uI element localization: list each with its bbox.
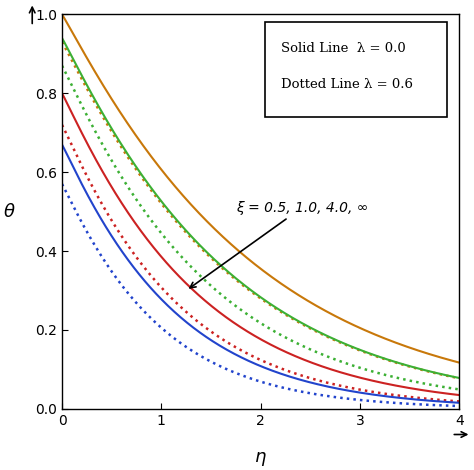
FancyBboxPatch shape [264, 23, 447, 117]
Text: Dotted Line λ = 0.6: Dotted Line λ = 0.6 [281, 78, 412, 91]
Text: θ: θ [3, 203, 14, 220]
Text: η: η [255, 448, 266, 466]
Text: Solid Line  λ = 0.0: Solid Line λ = 0.0 [281, 42, 405, 55]
Text: ξ = 0.5, 1.0, 4.0, ∞: ξ = 0.5, 1.0, 4.0, ∞ [190, 201, 368, 288]
